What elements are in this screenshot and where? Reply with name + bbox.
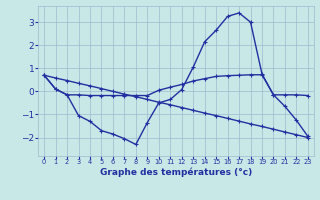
- X-axis label: Graphe des températures (°c): Graphe des températures (°c): [100, 168, 252, 177]
